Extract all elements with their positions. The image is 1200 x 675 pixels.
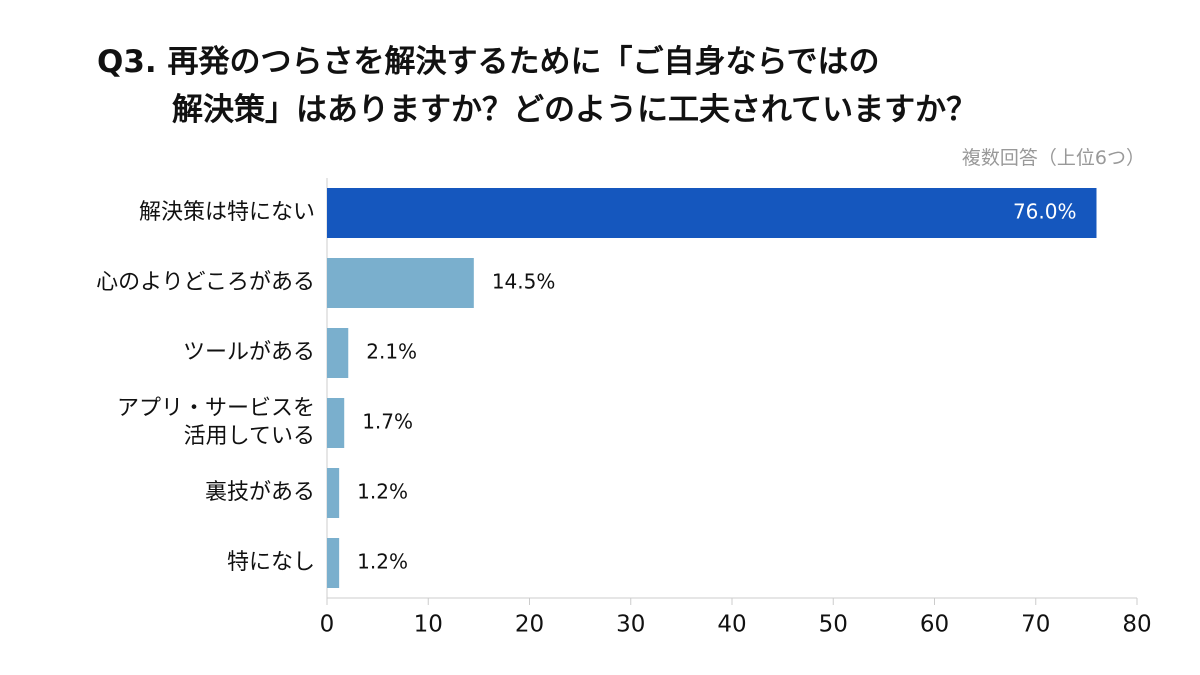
y-tick-label: 解決策は特にない [138,200,315,225]
value-label: 1.2% [357,480,408,504]
bar [327,468,340,518]
value-label: 1.2% [357,550,408,574]
chart-subtitle: 複数回答（上位6つ） [961,147,1145,169]
bar [327,258,474,308]
x-tick-label: 40 [717,612,746,638]
value-label: 2.1% [366,340,417,364]
x-tick-label: 60 [920,612,949,638]
bar [327,538,340,588]
x-tick-label: 30 [616,612,645,638]
x-tick-label: 10 [414,612,443,638]
x-tick-label: 70 [1021,612,1050,638]
y-tick-label: 裏技がある [204,480,315,505]
bar [327,398,345,448]
x-tick-label: 80 [1122,612,1151,638]
value-label: 1.7% [362,410,413,434]
y-tick-label: 特になし [226,550,315,575]
bar [327,188,1097,238]
value-label: 76.0% [1013,200,1077,224]
x-tick-label: 0 [320,612,335,638]
y-tick-label: ツールがある [182,340,315,365]
chart-title: Q3. 再発のつらさを解決するために「ご自身ならではの 解決策」はありますか？ど… [97,44,978,128]
x-tick-label: 50 [819,612,848,638]
bar [327,328,349,378]
x-tick-label: 20 [515,612,544,638]
y-tick-label: アプリ・サービスを 活用している [116,396,315,449]
y-tick-label: 心のよりどころがある [96,270,315,295]
value-label: 14.5% [492,270,556,294]
